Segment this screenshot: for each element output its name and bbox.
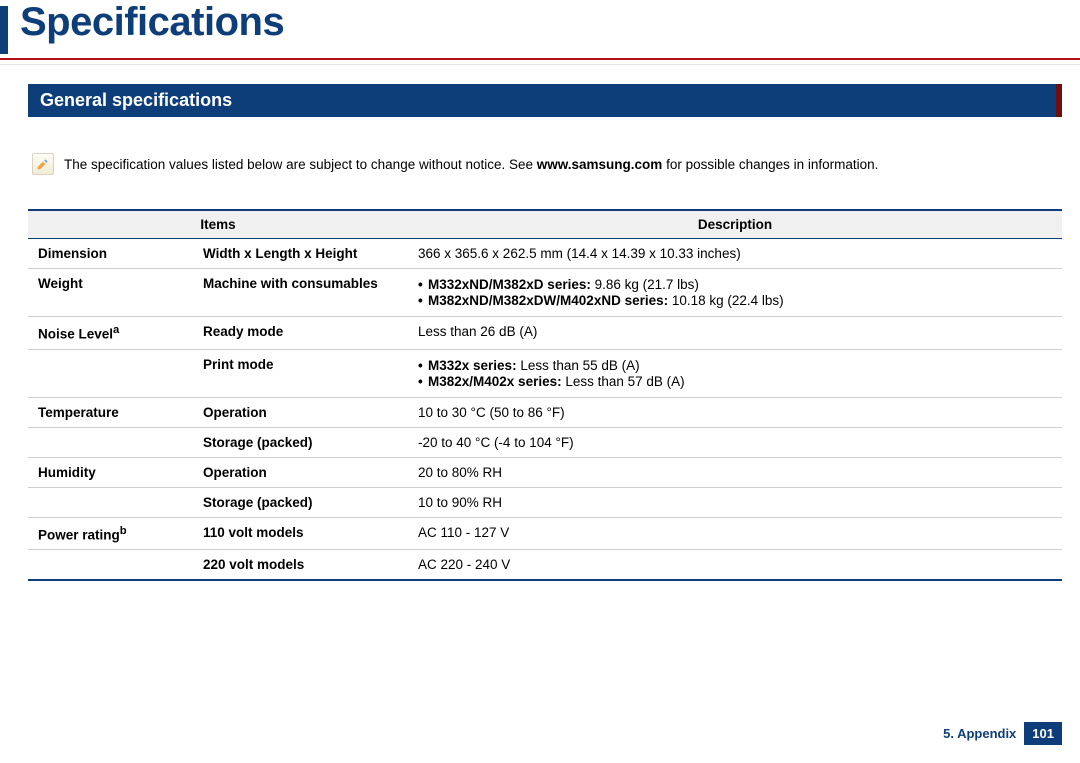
note-text-bold: www.samsung.com	[537, 157, 663, 172]
table-row-sub: Operation	[193, 397, 408, 427]
title-accent-bar	[0, 6, 8, 54]
bullet-rest: 9.86 kg (21.7 lbs)	[591, 277, 699, 292]
note-text-prefix: The specification values listed below ar…	[64, 157, 537, 172]
table-row-sub: Storage (packed)	[193, 427, 408, 457]
section-header: General specifications	[28, 84, 1062, 117]
bullet-bold: M332x series:	[428, 358, 517, 373]
table-row-group: Dimension	[28, 239, 193, 269]
table-row-desc: -20 to 40 °C (-4 to 104 °F)	[408, 427, 1062, 457]
table-row-desc: 366 x 365.6 x 262.5 mm (14.4 x 14.39 x 1…	[408, 239, 1062, 269]
note-row: The specification values listed below ar…	[32, 153, 1058, 175]
table-row-group	[28, 487, 193, 517]
table-row-sub: Operation	[193, 457, 408, 487]
table-row-desc: 20 to 80% RH	[408, 457, 1062, 487]
bullet-icon: •	[418, 293, 428, 308]
table-row-desc: AC 220 - 240 V	[408, 550, 1062, 581]
note-icon	[32, 153, 54, 175]
bullet-icon: •	[418, 374, 428, 389]
bullet-icon: •	[418, 277, 428, 292]
table-row-group: Humidity	[28, 457, 193, 487]
table-row-group	[28, 550, 193, 581]
table-row-desc: AC 110 - 127 V	[408, 517, 1062, 550]
table-row-desc: 10 to 90% RH	[408, 487, 1062, 517]
table-row-sub: Storage (packed)	[193, 487, 408, 517]
table-row-group: Temperature	[28, 397, 193, 427]
list-item: •M382x/M402x series: Less than 57 dB (A)	[418, 374, 1052, 389]
table-row-sub: Ready mode	[193, 317, 408, 350]
footnote-mark: a	[113, 324, 119, 336]
page-title: Specifications	[20, 0, 284, 45]
table-row-desc: •M332x series: Less than 55 dB (A)•M382x…	[408, 349, 1062, 397]
title-underline	[0, 58, 1080, 60]
table-row-sub: 220 volt models	[193, 550, 408, 581]
table-row-group: Power ratingb	[28, 517, 193, 550]
list-item: •M332x series: Less than 55 dB (A)	[418, 358, 1052, 373]
table-row-desc: Less than 26 dB (A)	[408, 317, 1062, 350]
table-row-desc: •M332xND/M382xD series: 9.86 kg (21.7 lb…	[408, 269, 1062, 317]
bullet-bold: M332xND/M382xD series:	[428, 277, 591, 292]
footnote-mark: b	[120, 525, 127, 537]
table-row-group: Noise Levela	[28, 317, 193, 350]
table-row-group	[28, 427, 193, 457]
page-footer: 5. Appendix 101	[943, 722, 1062, 745]
note-text: The specification values listed below ar…	[64, 157, 878, 172]
table-row-group: Weight	[28, 269, 193, 317]
table-row-group	[28, 349, 193, 397]
list-item: •M382xND/M382xDW/M402xND series: 10.18 k…	[418, 293, 1052, 308]
bullet-rest: Less than 55 dB (A)	[517, 358, 640, 373]
table-row-desc: 10 to 30 °C (50 to 86 °F)	[408, 397, 1062, 427]
footer-page-number: 101	[1024, 722, 1062, 745]
table-row-sub: Print mode	[193, 349, 408, 397]
bullet-bold: M382x/M402x series:	[428, 374, 562, 389]
table-header-description: Description	[408, 210, 1062, 239]
table-header-items: Items	[28, 210, 408, 239]
bullet-rest: 10.18 kg (22.4 lbs)	[668, 293, 784, 308]
list-item: •M332xND/M382xD series: 9.86 kg (21.7 lb…	[418, 277, 1052, 292]
footer-chapter: 5. Appendix	[943, 726, 1016, 741]
bullet-icon: •	[418, 358, 428, 373]
table-row-sub: Machine with consumables	[193, 269, 408, 317]
bullet-rest: Less than 57 dB (A)	[562, 374, 685, 389]
table-row-sub: 110 volt models	[193, 517, 408, 550]
bullet-bold: M382xND/M382xDW/M402xND series:	[428, 293, 668, 308]
note-text-suffix: for possible changes in information.	[662, 157, 878, 172]
table-row-sub: Width x Length x Height	[193, 239, 408, 269]
specifications-table: Items Description DimensionWidth x Lengt…	[28, 209, 1062, 581]
